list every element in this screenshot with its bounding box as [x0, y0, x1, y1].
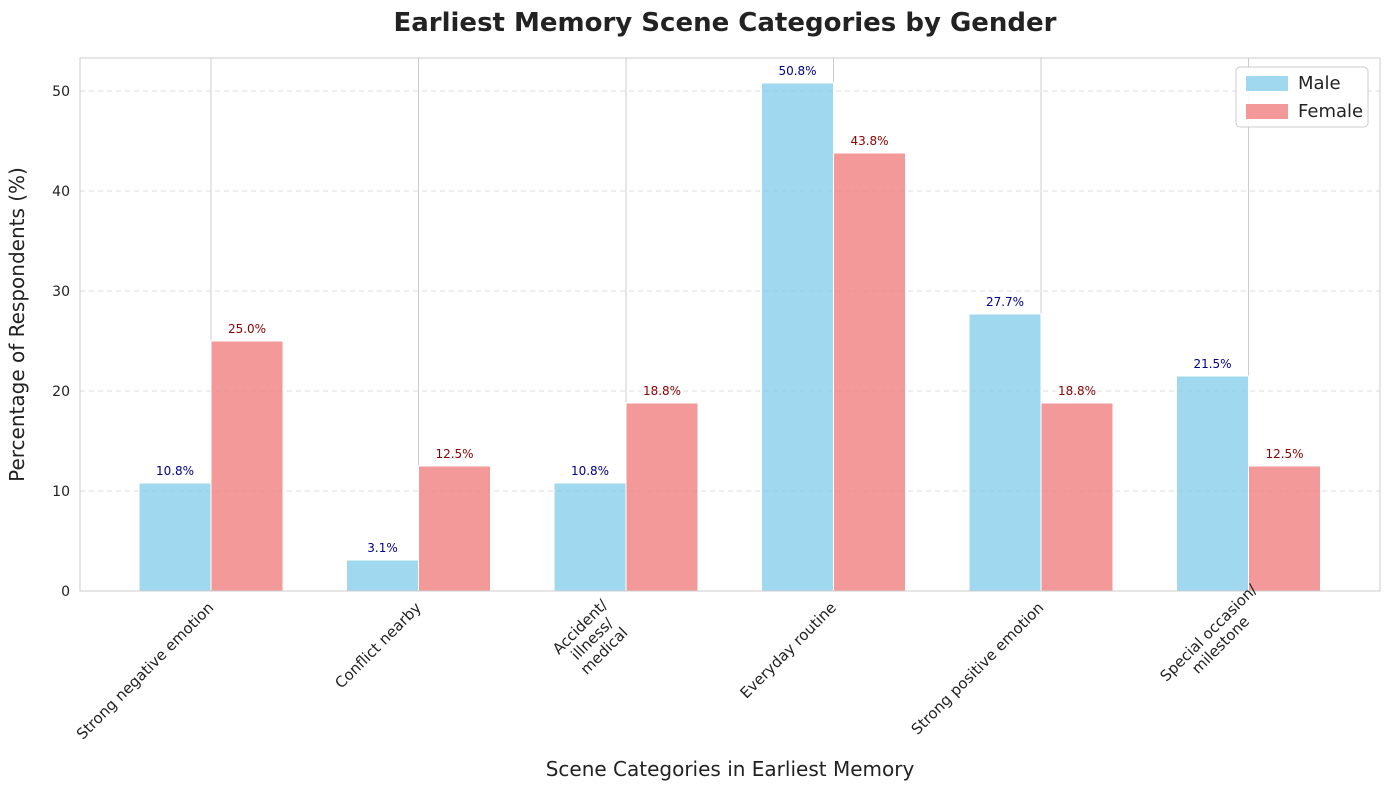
y-tick-label: 40 — [52, 184, 70, 200]
bar-male — [1176, 375, 1249, 592]
legend-swatch-female — [1246, 104, 1288, 119]
bar-male — [968, 313, 1042, 592]
data-label-female: 18.8% — [1058, 384, 1096, 398]
bar-female — [1040, 402, 1114, 592]
y-tick-label: 20 — [52, 384, 70, 400]
data-label-male: 10.8% — [571, 464, 609, 478]
data-label-male: 3.1% — [367, 541, 398, 555]
x-tick-label: Special occasion/milestone — [1156, 580, 1273, 697]
data-label-male: 27.7% — [986, 295, 1024, 309]
legend-swatch-male — [1246, 76, 1288, 91]
data-label-female: 25.0% — [228, 322, 266, 336]
bar-male — [761, 82, 834, 592]
y-tick-label: 50 — [52, 84, 70, 100]
data-label-female: 12.5% — [1265, 447, 1303, 461]
legend-label-female: Female — [1298, 101, 1363, 122]
x-tick-label: Everyday routine — [736, 599, 839, 702]
y-tick-label: 30 — [52, 284, 70, 300]
bar-male — [346, 559, 419, 592]
bar-female — [1248, 465, 1321, 592]
y-axis-label: Percentage of Respondents (%) — [5, 167, 29, 482]
x-tick-label: Conflict nearby — [331, 599, 425, 693]
y-tick-label: 10 — [52, 484, 70, 500]
bar-male — [138, 482, 212, 592]
legend-label-male: Male — [1298, 73, 1341, 94]
data-label-female: 43.8% — [850, 134, 888, 148]
plot-frame — [79, 57, 1381, 592]
data-label-male: 50.8% — [778, 64, 816, 78]
data-label-male: 21.5% — [1193, 357, 1231, 371]
x-tick-label: Strong negative emotion — [73, 599, 217, 743]
bar-female — [625, 402, 699, 592]
plot-area — [80, 58, 1380, 591]
bar-male — [553, 482, 627, 592]
bar-female — [833, 152, 906, 592]
data-label-male: 10.8% — [156, 464, 194, 478]
data-label-female: 12.5% — [435, 447, 473, 461]
y-tick-label: 0 — [61, 584, 70, 600]
x-tick-label: Strong positive emotion — [908, 599, 1048, 739]
x-tick-label: Accident/illness/medical — [549, 595, 636, 682]
data-label-female: 18.8% — [643, 384, 681, 398]
bar-female — [418, 465, 491, 592]
bar-female — [210, 340, 284, 592]
x-axis-label: Scene Categories in Earliest Memory — [546, 757, 915, 781]
chart-title: Earliest Memory Scene Categories by Gend… — [393, 8, 1056, 38]
